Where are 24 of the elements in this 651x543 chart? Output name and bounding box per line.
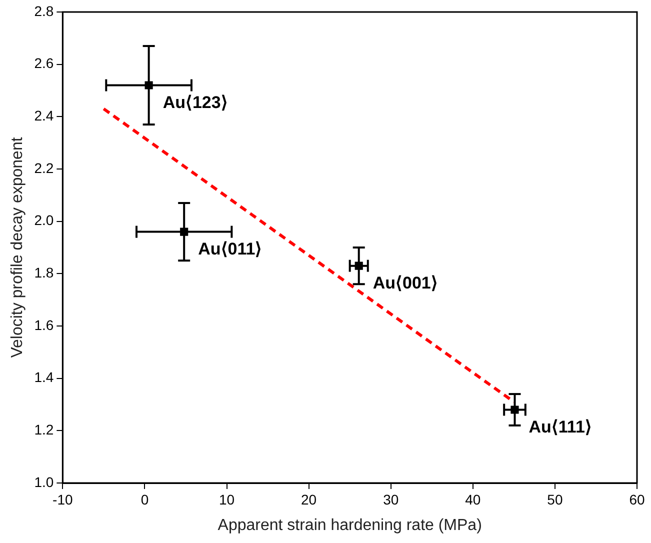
y-tick-label: 1.8 [34, 264, 54, 281]
annotation: Au⟨011⟩ [198, 239, 262, 258]
x-tick-label: 10 [218, 491, 235, 508]
x-tick-label: 30 [383, 491, 399, 508]
y-tick-label: 2.8 [34, 2, 54, 19]
y-tick-label: 1.2 [34, 422, 54, 438]
y-tick-label: 2.4 [34, 108, 54, 124]
x-tick-label: 20 [301, 491, 317, 508]
y-tick-label: 1.6 [34, 316, 54, 333]
x-tick-label: 40 [465, 491, 481, 508]
annotation: Au⟨123⟩ [162, 92, 228, 112]
y-axis-title: Velocity profile decay exponent [9, 136, 26, 358]
y-tick-label: 2.6 [34, 55, 54, 72]
x-tick-label: 60 [629, 491, 645, 508]
x-tick-label: 50 [547, 491, 563, 508]
annotation: Au⟨111⟩ [528, 417, 592, 436]
y-tick-label: 1.4 [34, 369, 54, 386]
y-tick-label: 2.2 [34, 160, 54, 176]
x-tick-label: 0 [140, 491, 149, 508]
y-tick-label: 2.0 [34, 212, 54, 228]
x-tick-label: -10 [52, 491, 73, 508]
annotation: Au⟨001⟩ [372, 274, 438, 293]
y-tick-label: 1.0 [34, 474, 54, 490]
x-axis-title: Apparent strain hardening rate (MPa) [218, 516, 482, 534]
